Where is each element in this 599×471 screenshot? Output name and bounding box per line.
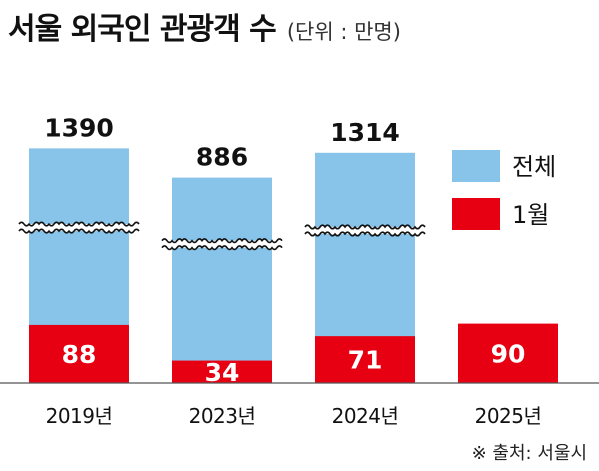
january-value-label: 34 xyxy=(205,358,240,387)
x-tick-label: 2025년 xyxy=(475,404,542,428)
axis-break-gap xyxy=(19,224,139,232)
total-value-label: 1314 xyxy=(330,118,400,147)
x-tick-label: 2019년 xyxy=(46,404,113,428)
chart-unit: (단위 : 만명) xyxy=(286,20,401,44)
axis-break-gap xyxy=(162,240,282,248)
axis-break-line xyxy=(304,231,426,237)
january-value-label: 88 xyxy=(62,340,97,369)
bar-january-0 xyxy=(29,324,129,383)
bar-january-3 xyxy=(458,323,558,383)
legend-label: 전체 xyxy=(512,153,556,181)
axis-break-line xyxy=(18,221,140,227)
axis-break-gap xyxy=(305,226,425,234)
total-value-label: 1390 xyxy=(44,113,114,142)
source-note: ※ 출처: 서울시 xyxy=(471,443,587,464)
x-tick-label: 2024년 xyxy=(332,404,399,428)
chart-title: 서울 외국인 관광객 수 xyxy=(8,12,277,47)
legend-swatch xyxy=(452,198,500,230)
bar-total-1 xyxy=(172,177,272,383)
total-value-label: 886 xyxy=(196,143,248,172)
bar-january-1 xyxy=(172,360,272,383)
january-value-label: 90 xyxy=(491,339,526,368)
axis-break-line xyxy=(304,224,426,230)
axis-break-line xyxy=(18,228,140,234)
january-value-label: 71 xyxy=(348,346,383,375)
axis-break-line xyxy=(161,245,283,251)
bar-january-2 xyxy=(315,336,415,383)
title-area: 서울 외국인 관광객 수 (단위 : 만명) xyxy=(8,4,401,48)
axis-break-line xyxy=(161,238,283,244)
x-tick-label: 2023년 xyxy=(189,404,256,428)
legend-swatch xyxy=(452,150,500,182)
legend-label: 1월 xyxy=(512,201,549,229)
